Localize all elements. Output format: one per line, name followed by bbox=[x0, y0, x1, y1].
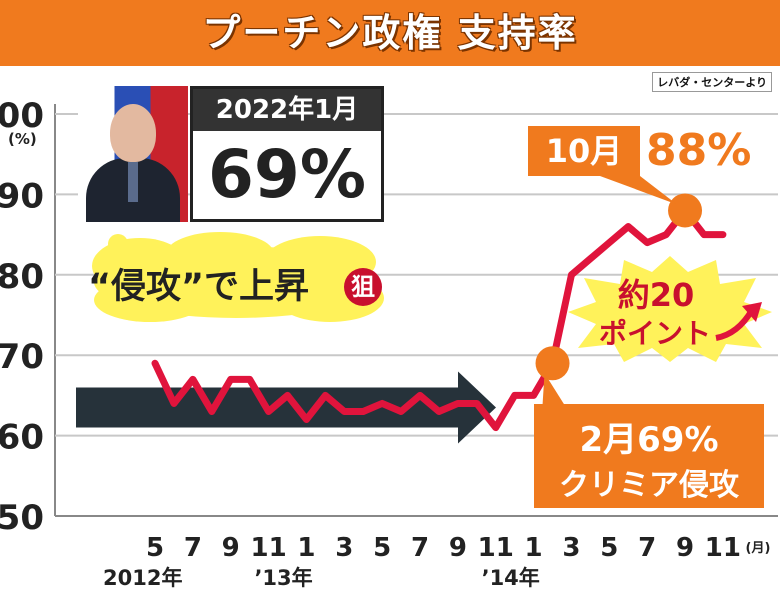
photo-tie bbox=[128, 162, 138, 202]
x-tick-label: 11 bbox=[705, 533, 741, 563]
x-tick-label: 5 bbox=[600, 533, 618, 563]
x-tick-label: 5 bbox=[373, 533, 391, 563]
photo-head bbox=[110, 104, 156, 162]
rise-burst bbox=[568, 256, 772, 362]
badge-icon: 狙 bbox=[344, 268, 382, 306]
thought-cloud bbox=[92, 232, 384, 322]
x-tick-label: 7 bbox=[411, 533, 429, 563]
y-tick-label: 100 bbox=[0, 96, 44, 136]
x-tick-label: 11 bbox=[250, 533, 286, 563]
highlight-marker bbox=[668, 193, 703, 228]
source-label: レバダ・センターより bbox=[652, 72, 772, 92]
y-unit-label: (%) bbox=[8, 130, 37, 148]
x-tick-label: 9 bbox=[222, 533, 240, 563]
approval-series-line bbox=[151, 206, 727, 432]
highlight-marker bbox=[535, 346, 570, 381]
crimea-event-label: クリミア侵攻 bbox=[559, 468, 739, 503]
x-tick-label: 9 bbox=[676, 533, 694, 563]
highlight-value: 69% bbox=[208, 136, 366, 213]
x-axis-ticks: 5 7 9 11 1 3 5 7 9 11 1 3 5 7 9 11 (月)2012年 ’13年 ’14年 bbox=[103, 533, 770, 590]
highlight-date: 2022年1月 bbox=[193, 89, 381, 131]
peak-month-label: 10月 bbox=[528, 126, 640, 176]
leader-photo bbox=[78, 86, 188, 222]
series-layer bbox=[151, 193, 727, 432]
year-label: ’13年 bbox=[254, 566, 312, 590]
y-axis-ticks: 50 60 70 80 90 100(%) bbox=[0, 96, 44, 538]
year-label: ’14年 bbox=[482, 566, 540, 590]
peak-value-label: 88% bbox=[646, 125, 752, 176]
rise-unit-label: ポイント bbox=[598, 317, 711, 350]
y-tick-label: 80 bbox=[0, 257, 44, 297]
x-tick-label: 7 bbox=[184, 533, 202, 563]
y-tick-label: 50 bbox=[0, 498, 44, 538]
y-tick-label: 90 bbox=[0, 176, 44, 216]
x-tick-label: 3 bbox=[562, 533, 580, 563]
page-title: プーチン政権 支持率 bbox=[202, 11, 578, 55]
callout-connectors bbox=[542, 176, 678, 405]
x-tick-label: 7 bbox=[638, 533, 656, 563]
highlight-box: 2022年1月 69% bbox=[190, 86, 384, 222]
y-tick-label: 70 bbox=[0, 337, 44, 377]
x-tick-label: 9 bbox=[449, 533, 467, 563]
rise-amount-label: 約20 bbox=[617, 276, 695, 314]
x-tick-label: 1 bbox=[297, 533, 315, 563]
invasion-caption: “侵攻”で上昇 bbox=[88, 267, 310, 307]
y-tick-label: 60 bbox=[0, 418, 44, 458]
x-tick-label: 11 bbox=[478, 533, 514, 563]
trend-label: 60%台で推移 bbox=[108, 451, 351, 495]
crimea-callout-pointer bbox=[542, 373, 565, 405]
x-tick-label: 3 bbox=[335, 533, 353, 563]
x-tick-label: 1 bbox=[525, 533, 543, 563]
crimea-value-label: 2月69% bbox=[579, 420, 719, 460]
title-bar bbox=[0, 0, 780, 66]
crimea-callout bbox=[534, 404, 764, 508]
year-label: 2012年 bbox=[103, 566, 182, 590]
x-unit-label: (月) bbox=[746, 541, 771, 556]
x-tick-label: 5 bbox=[146, 533, 164, 563]
peak-callout-pointer bbox=[600, 176, 678, 205]
